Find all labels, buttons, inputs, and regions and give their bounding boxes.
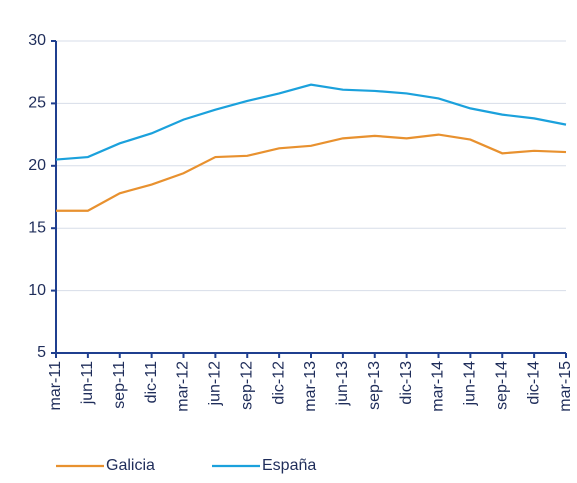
legend-label: Galicia [106, 457, 155, 474]
series-line [56, 133, 567, 212]
x-tick-label: sep-11 [111, 361, 128, 409]
x-tick-label: mar-15 [557, 361, 574, 412]
x-tick-label: sep-12 [238, 361, 255, 410]
y-tick-label: 25 [28, 95, 46, 112]
y-tick-label: 10 [28, 282, 46, 299]
x-tick-label: dic-11 [143, 361, 160, 403]
x-tick-label: jun-11 [79, 361, 96, 405]
x-tick-label: sep-13 [366, 361, 383, 410]
y-tick-label: 30 [28, 32, 46, 49]
x-tick-label: mar-13 [302, 361, 319, 412]
y-tick-label: 20 [28, 157, 46, 174]
x-tick-label: mar-11 [47, 361, 64, 411]
x-tick-label: mar-14 [430, 361, 447, 412]
x-tick-label: jun-13 [334, 361, 351, 407]
y-tick-label: 15 [28, 219, 46, 236]
legend-label: España [262, 457, 316, 474]
x-tick-label: sep-14 [493, 361, 510, 410]
x-tick-label: dic-12 [270, 361, 287, 405]
x-tick-label: dic-14 [525, 361, 542, 405]
y-tick-label: 5 [37, 344, 46, 361]
series-line [55, 83, 567, 161]
x-tick-label: jun-14 [462, 361, 479, 407]
x-tick-label: dic-13 [398, 361, 415, 405]
x-tick-label: jun-12 [207, 361, 224, 407]
x-tick-label: mar-12 [175, 361, 192, 412]
